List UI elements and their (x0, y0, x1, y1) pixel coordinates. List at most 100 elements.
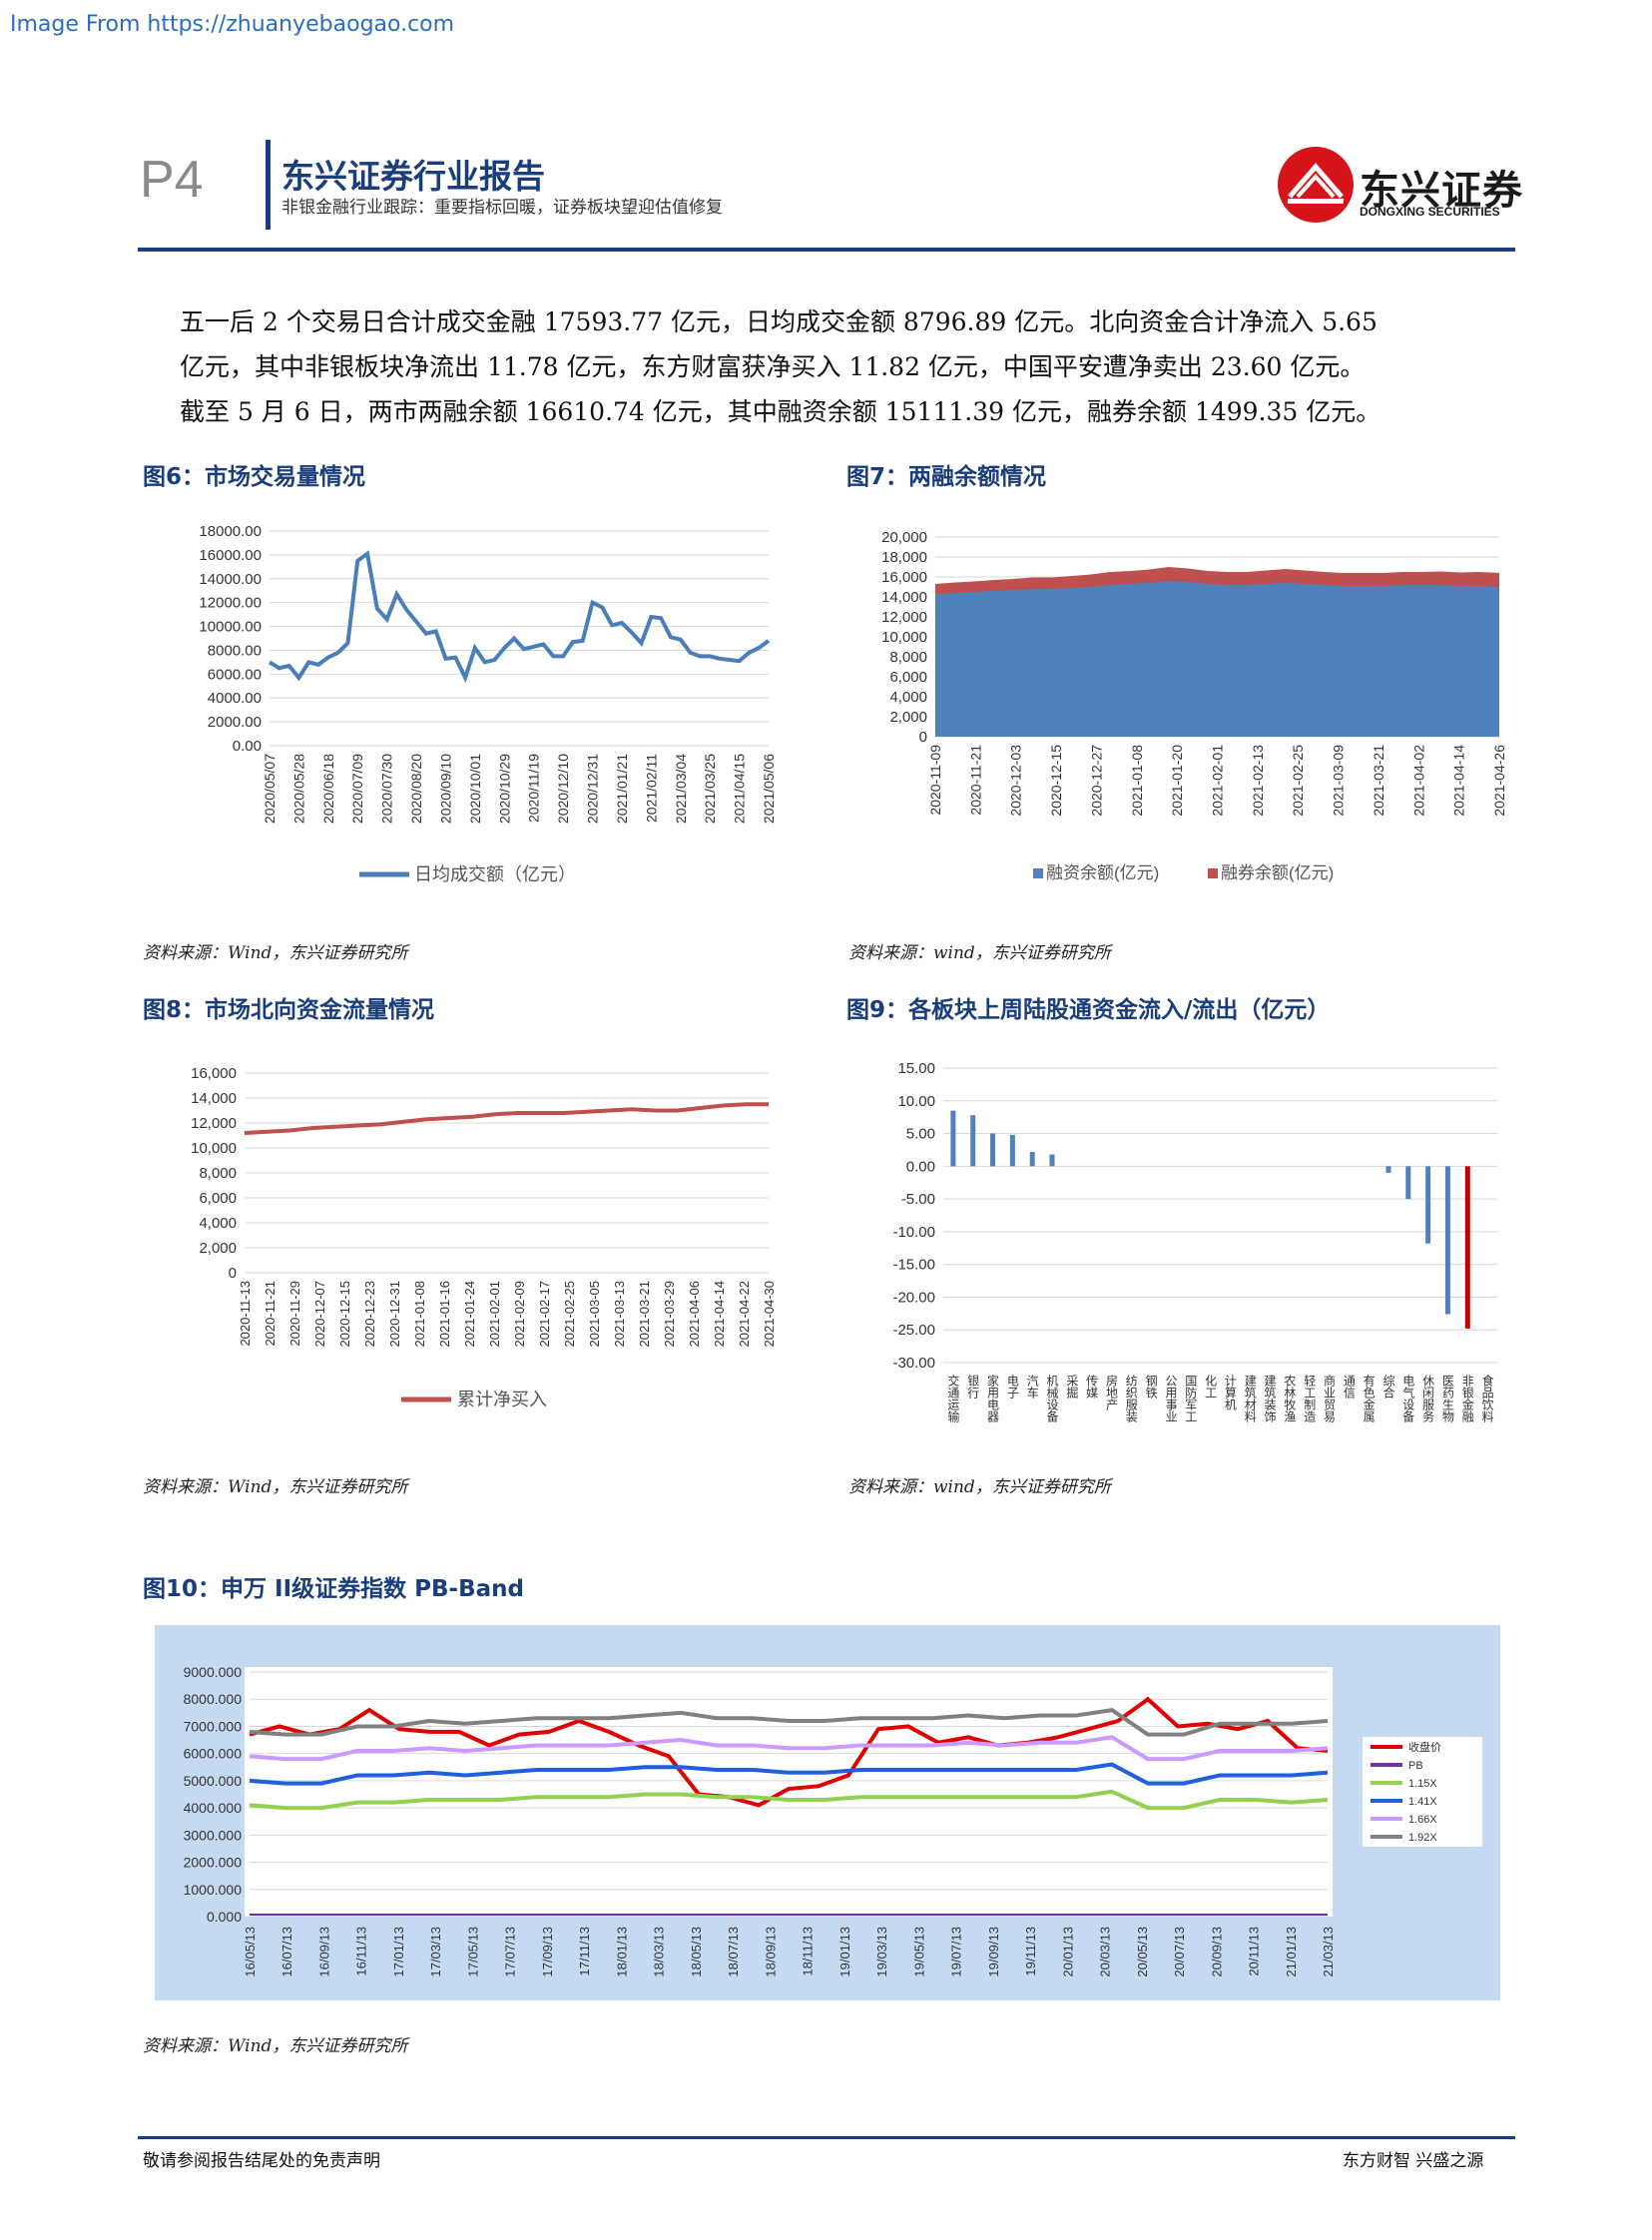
fig9-y-tick-label: -10.00 (892, 1224, 935, 1241)
fig9-chart: 15.00 10.00 5.00 0.00 -5.00 -10.00 -15.00 -20.0… (892, 1060, 1497, 1423)
fig9-category-label: 电子 (1005, 1375, 1019, 1399)
fig7-x-tick-label: 2021-02-25 (1290, 745, 1306, 817)
fig6-x-tick-label: 2020/10/29 (496, 754, 512, 824)
fig6-y-tick-label: 10000.00 (199, 619, 262, 636)
fig10-x-tick-label: 21/03/13 (1321, 1927, 1336, 1977)
fig9-category-label: 采掘 (1065, 1375, 1079, 1400)
fig7-x-tick-label: 2021-04-26 (1491, 745, 1507, 817)
fig7-y-tick-label: 16,000 (881, 569, 927, 586)
fig8-x-tick-label: 2020-12-23 (362, 1281, 377, 1348)
fig7-x-tick-label: 2021-04-14 (1451, 745, 1467, 817)
fig8-x-tick-label: 2021-04-30 (762, 1281, 777, 1348)
fig7-x-tick-label: 2021-03-21 (1371, 745, 1386, 817)
fig7-y-tick-label: 6,000 (889, 669, 927, 686)
fig10-x-tick-label: 17/09/13 (540, 1927, 555, 1977)
fig7-legend-label-long: 融资余额(亿元) (1046, 863, 1159, 882)
fig10-x-tick-label: 20/07/13 (1172, 1927, 1187, 1977)
fig9-category-label: 房地产 (1104, 1374, 1118, 1411)
fig7-y-tick-label: 18,000 (881, 549, 927, 566)
fig6-y-tick-label: 12000.00 (199, 595, 262, 612)
fig8-x-tick-label: 2020-12-15 (337, 1281, 352, 1348)
fig9-category-label: 机械设备 (1045, 1375, 1059, 1423)
fig9-category-label: 食品饮料 (1480, 1374, 1494, 1422)
fig7-x-tick-label: 2021-04-02 (1410, 745, 1426, 817)
company-logo-icon (1278, 147, 1354, 223)
fig10-x-tick-label: 16/05/13 (243, 1927, 258, 1977)
fig8-y-tick-label: 12,000 (191, 1115, 237, 1132)
fig9-category-label: 商业贸易 (1323, 1374, 1337, 1423)
fig9-category-label: 计算机 (1223, 1375, 1237, 1410)
fig7-y-tick-label: 20,000 (881, 529, 927, 546)
fig8-x-tick-label: 2021-01-16 (437, 1281, 452, 1348)
fig9-category-label: 家用电器 (986, 1374, 1000, 1423)
fig8-y-tick-label: 10,000 (191, 1140, 237, 1157)
fig8-y-tick-label: 6,000 (199, 1190, 237, 1207)
fig6-x-tick-label: 2020/05/07 (262, 754, 277, 824)
fig10-series-line (249, 1762, 1329, 1786)
fig10-x-tick-label: 20/01/13 (1060, 1927, 1075, 1977)
fig8-legend-label: 累计净买入 (457, 1390, 547, 1409)
fig7-y-tick-label: 10,000 (881, 629, 927, 646)
fig10-x-tick-label: 19/07/13 (949, 1927, 964, 1977)
fig10-x-tick-label: 18/05/13 (689, 1927, 704, 1977)
fig10-y-tick-label: 6000.000 (184, 1746, 243, 1762)
fig9-category-label: 通信 (1342, 1375, 1356, 1400)
fig6-y-tick-label: 16000.00 (199, 547, 262, 564)
fig7-title: 图7：两融余额情况 (846, 464, 1047, 490)
fig9-title: 图9：各板块上周陆股通资金流入/流出（亿元） (846, 997, 1331, 1023)
fig10-y-tick-label: 0.000 (207, 1909, 242, 1925)
fig8-x-tick-label: 2021-04-22 (737, 1281, 752, 1348)
fig7-x-tick-label: 2020-11-21 (967, 745, 983, 816)
fig9-category-label: 有色金属 (1362, 1375, 1376, 1423)
fig10-series-line (249, 1696, 1329, 1808)
fig6-x-tick-label: 2021/03/25 (702, 754, 718, 824)
fig9-bar (1405, 1166, 1411, 1200)
fig10-legend-label: 1.66X (1408, 1814, 1437, 1826)
fig6-y-tick-label: 4000.00 (208, 690, 262, 707)
fig10-series-line (249, 1735, 1329, 1762)
fig9-category-label: 钢铁 (1144, 1375, 1158, 1399)
fig6-x-tick-label: 2021/05/06 (761, 754, 777, 824)
fig9-category-label: 轻工制造 (1303, 1375, 1317, 1422)
fig6-chart: 18000.00 16000.00 14000.00 12000.00 10000.00… (199, 523, 777, 884)
fig10-x-tick-label: 21/01/13 (1284, 1927, 1299, 1977)
fig9-bar (1009, 1134, 1015, 1167)
fig7-legend-swatch-long (1033, 868, 1043, 878)
fig6-x-tick-label: 2020/06/18 (320, 754, 336, 824)
fig6-x-tick-label: 2020/08/20 (408, 754, 424, 824)
fig6-x-tick-label: 2021/02/11 (643, 754, 659, 823)
header-divider (266, 140, 271, 230)
fig6-series-line (268, 550, 771, 684)
fig9-category-label: 化工 (1204, 1375, 1218, 1399)
fig8-chart: 16,000 14,000 12,000 10,000 8,000 6,000 4,000 2… (191, 1065, 777, 1409)
fig10-x-tick-label: 20/09/13 (1209, 1927, 1224, 1977)
fig9-bar (970, 1115, 976, 1167)
fig6-y-tick-label: 6000.00 (208, 666, 262, 683)
fig6-x-tick-label: 2020/07/09 (349, 754, 365, 824)
fig6-y-tick-label: 14000.00 (199, 571, 262, 588)
fig7-area-margin-long (935, 581, 1499, 737)
fig9-bar (1444, 1166, 1450, 1315)
fig9-y-tick-label: -15.00 (892, 1257, 935, 1274)
fig10-series-line (249, 1789, 1329, 1811)
fig10-series-line (249, 1708, 1329, 1737)
fig8-x-tick-label: 2021-02-25 (562, 1281, 577, 1348)
fig7-y-tick-label: 12,000 (881, 609, 927, 626)
fig7-source: 资料来源：wind，东兴证券研究所 (848, 943, 1111, 963)
fig9-category-label: 建筑材料 (1243, 1375, 1257, 1422)
fig9-category-label: 汽车 (1025, 1374, 1039, 1400)
fig8-x-tick-label: 2020-11-29 (287, 1281, 302, 1347)
fig6-x-tick-label: 2020/11/19 (526, 754, 542, 823)
fig6-legend-label: 日均成交额（亿元） (414, 864, 576, 884)
watermark: Image From https://zhuanyebaogao.com (10, 12, 455, 37)
fig6-x-tick-label: 2020/09/10 (437, 754, 453, 824)
fig10-chart: 9000.000 8000.000 7000.000 6000.000 5000.000… (155, 1625, 1500, 2000)
fig9-y-tick-label: -5.00 (901, 1191, 935, 1208)
fig8-y-tick-label: 2,000 (199, 1240, 237, 1257)
fig9-category-label: 休闲服务 (1421, 1375, 1435, 1422)
fig10-y-tick-label: 9000.000 (184, 1664, 243, 1680)
fig7-x-tick-label: 2021-02-13 (1250, 745, 1266, 817)
fig6-source: 资料来源：Wind，东兴证券研究所 (143, 943, 408, 963)
fig9-category-label: 综合 (1381, 1375, 1395, 1399)
body-paragraph-line-1: 五一后 2 个交易日合计成交金融 17593.77 亿元，日均成交金额 8796… (180, 307, 1377, 336)
